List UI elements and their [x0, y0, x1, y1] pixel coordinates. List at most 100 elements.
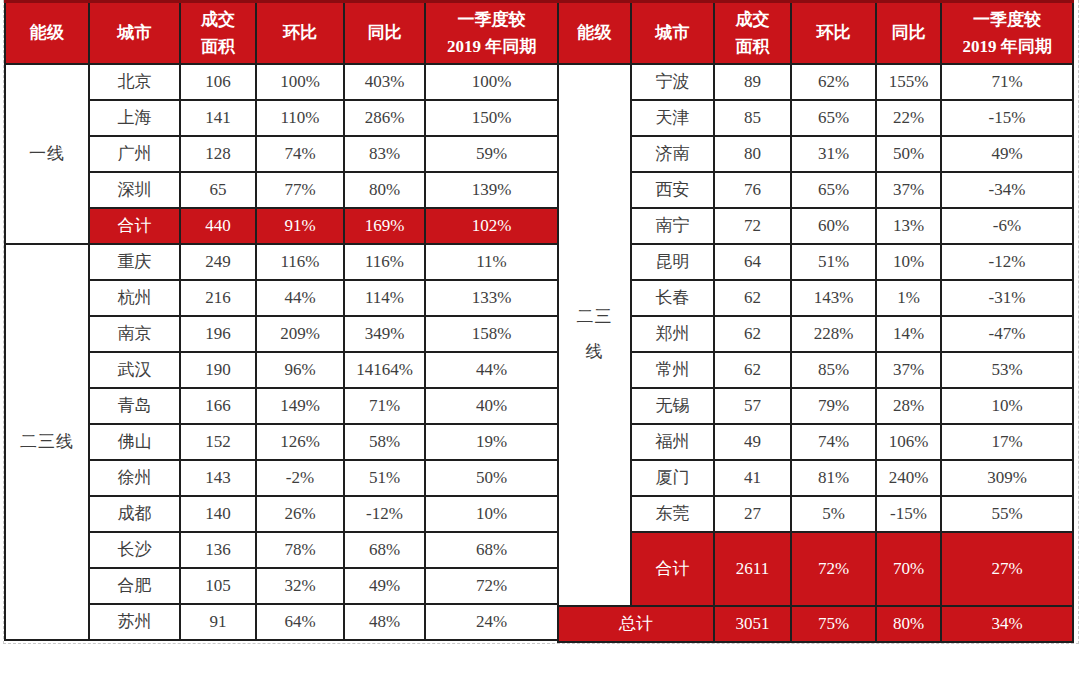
area-cell: 166	[180, 388, 256, 424]
city-cell: 无锡	[631, 388, 714, 424]
yoy-cell: 240%	[876, 460, 941, 496]
mom-cell: 96%	[256, 352, 344, 388]
yoy-cell: 155%	[876, 64, 941, 100]
yoy-cell: 70%	[876, 532, 941, 606]
area-cell: 91	[180, 604, 256, 640]
mom-cell: 77%	[256, 172, 344, 208]
city-cell: 佛山	[89, 424, 180, 460]
report-table-sheet: 能级 城市 成交 面积 环比 同比 一季度较 2019 年同期 一线 北京 10…	[3, 0, 1079, 644]
yoy-cell: -15%	[876, 496, 941, 532]
q1-cell: 68%	[425, 532, 558, 568]
tier1-cell: 一线	[5, 64, 89, 244]
area-cell: 89	[714, 64, 791, 100]
mom-cell: 149%	[256, 388, 344, 424]
mom-cell: 74%	[256, 136, 344, 172]
q1-cell: 10%	[941, 388, 1073, 424]
mom-cell: 75%	[791, 606, 876, 642]
q1-cell: -31%	[941, 280, 1073, 316]
area-cell: 65	[180, 172, 256, 208]
area-cell: 2611	[714, 532, 791, 606]
area-cell: 152	[180, 424, 256, 460]
area-cell: 3051	[714, 606, 791, 642]
header-q1: 一季度较 2019 年同期	[425, 2, 558, 64]
table-row: 济南 80 31% 50% 49%	[558, 136, 1073, 172]
mom-cell: 5%	[791, 496, 876, 532]
city-cell: 北京	[89, 64, 180, 100]
q1-cell: 27%	[941, 532, 1073, 606]
table-row: 西安 76 65% 37% -34%	[558, 172, 1073, 208]
area-cell: 80	[714, 136, 791, 172]
q1-cell: 102%	[425, 208, 558, 244]
city-cell: 深圳	[89, 172, 180, 208]
area-cell: 140	[180, 496, 256, 532]
q1-cell: 100%	[425, 64, 558, 100]
area-cell: 41	[714, 460, 791, 496]
mom-cell: 65%	[791, 100, 876, 136]
area-cell: 57	[714, 388, 791, 424]
area-cell: 190	[180, 352, 256, 388]
q1-cell: 19%	[425, 424, 558, 460]
yoy-cell: 68%	[344, 532, 425, 568]
q1-cell: 40%	[425, 388, 558, 424]
mom-cell: 228%	[791, 316, 876, 352]
q1-cell: 158%	[425, 316, 558, 352]
mom-cell: 32%	[256, 568, 344, 604]
city-cell: 武汉	[89, 352, 180, 388]
header-city: 城市	[631, 2, 714, 64]
city-cell: 重庆	[89, 244, 180, 280]
table-row: 二三线 重庆 249 116% 116% 11%	[5, 244, 558, 280]
yoy-cell: -12%	[344, 496, 425, 532]
area-cell: 196	[180, 316, 256, 352]
city-cell: 天津	[631, 100, 714, 136]
tier23-label: 二三线	[576, 300, 613, 370]
header-yoy: 同比	[344, 2, 425, 64]
yoy-cell: 37%	[876, 172, 941, 208]
area-cell: 76	[714, 172, 791, 208]
total-label-cell: 合计	[89, 208, 180, 244]
area-cell: 143	[180, 460, 256, 496]
q1-cell: -34%	[941, 172, 1073, 208]
city-cell: 南宁	[631, 208, 714, 244]
q1-cell: 24%	[425, 604, 558, 640]
yoy-cell: 114%	[344, 280, 425, 316]
area-cell: 62	[714, 352, 791, 388]
yoy-cell: 58%	[344, 424, 425, 460]
table-row: 天津 85 65% 22% -15%	[558, 100, 1073, 136]
q1-cell: 34%	[941, 606, 1073, 642]
yoy-cell: 286%	[344, 100, 425, 136]
mom-cell: 78%	[256, 532, 344, 568]
mom-cell: 74%	[791, 424, 876, 460]
table-row: 常州 62 85% 37% 53%	[558, 352, 1073, 388]
city-cell: 长沙	[89, 532, 180, 568]
area-cell: 64	[714, 244, 791, 280]
area-cell: 105	[180, 568, 256, 604]
city-cell: 合肥	[89, 568, 180, 604]
q1-cell: 309%	[941, 460, 1073, 496]
city-cell: 南京	[89, 316, 180, 352]
header-tier: 能级	[5, 2, 89, 64]
yoy-cell: 83%	[344, 136, 425, 172]
mom-cell: 72%	[791, 532, 876, 606]
header-mom: 环比	[256, 2, 344, 64]
header-city: 城市	[89, 2, 180, 64]
city-cell: 济南	[631, 136, 714, 172]
mom-cell: -2%	[256, 460, 344, 496]
yoy-cell: 80%	[876, 606, 941, 642]
mom-cell: 26%	[256, 496, 344, 532]
yoy-cell: 10%	[876, 244, 941, 280]
city-cell: 宁波	[631, 64, 714, 100]
tier23-total-row: 合计 2611 72% 70% 27%	[558, 532, 1073, 606]
city-cell: 广州	[89, 136, 180, 172]
header-q1: 一季度较 2019 年同期	[941, 2, 1073, 64]
area-cell: 72	[714, 208, 791, 244]
area-cell: 85	[714, 100, 791, 136]
yoy-cell: 116%	[344, 244, 425, 280]
yoy-cell: 14%	[876, 316, 941, 352]
mom-cell: 62%	[791, 64, 876, 100]
area-cell: 128	[180, 136, 256, 172]
left-table: 能级 城市 成交 面积 环比 同比 一季度较 2019 年同期 一线 北京 10…	[4, 0, 559, 641]
q1-cell: 11%	[425, 244, 558, 280]
area-cell: 62	[714, 280, 791, 316]
header-area: 成交 面积	[180, 2, 256, 64]
yoy-cell: 80%	[344, 172, 425, 208]
